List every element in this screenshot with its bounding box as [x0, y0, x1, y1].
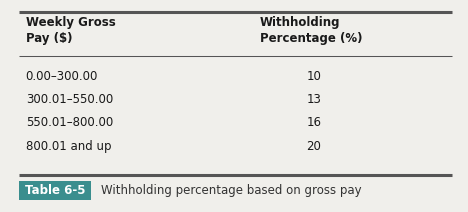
Text: 550.01–800.00: 550.01–800.00 [26, 116, 113, 130]
Text: 0.00–300.00: 0.00–300.00 [26, 70, 98, 83]
Text: 16: 16 [307, 116, 322, 130]
Text: 800.01 and up: 800.01 and up [26, 140, 111, 153]
Text: Withholding
Percentage (%): Withholding Percentage (%) [260, 16, 362, 45]
FancyBboxPatch shape [19, 181, 91, 200]
Text: 13: 13 [307, 93, 322, 106]
Text: Table 6-5: Table 6-5 [25, 184, 85, 197]
Text: Weekly Gross
Pay ($): Weekly Gross Pay ($) [26, 16, 116, 45]
Text: 300.01–550.00: 300.01–550.00 [26, 93, 113, 106]
Text: 10: 10 [307, 70, 322, 83]
Text: 20: 20 [307, 140, 322, 153]
Text: Withholding percentage based on gross pay: Withholding percentage based on gross pa… [101, 184, 361, 197]
